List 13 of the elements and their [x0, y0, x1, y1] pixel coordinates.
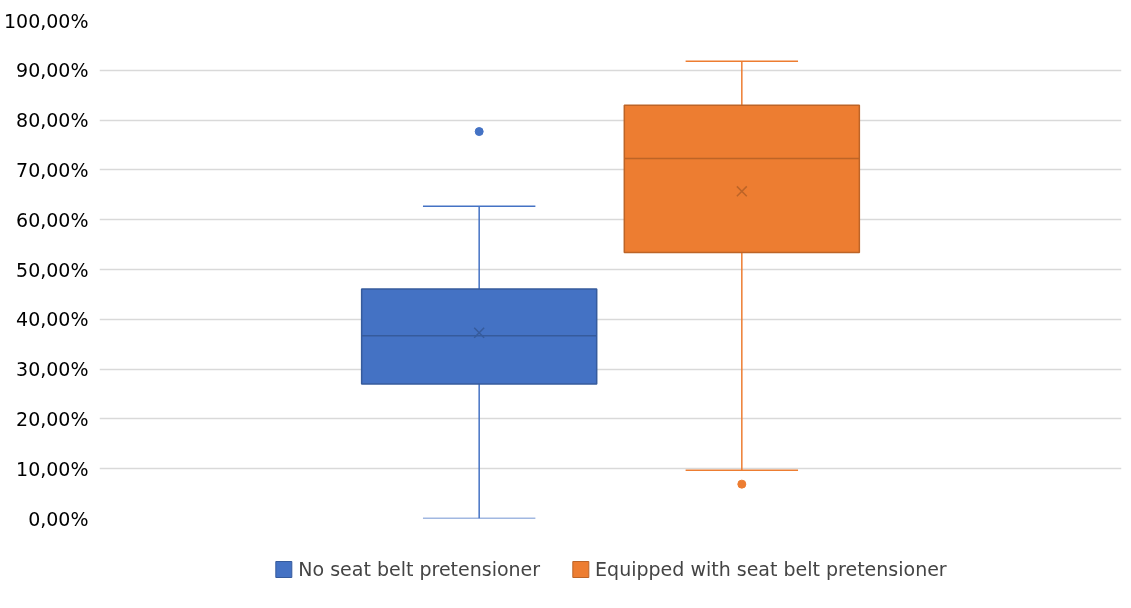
y-tick-label: 70,00%: [16, 158, 89, 181]
y-tick-label: 100,00%: [3, 9, 89, 32]
y-tick-label: 20,00%: [16, 407, 89, 430]
legend-label: No seat belt pretensioner: [298, 558, 541, 580]
y-tick-label: 30,00%: [16, 358, 89, 381]
legend-label: Equipped with seat belt pretensioner: [595, 558, 947, 580]
y-tick-label: 0,00%: [28, 507, 89, 530]
y-tick-label: 80,00%: [16, 109, 89, 132]
y-tick-label: 90,00%: [16, 59, 89, 82]
y-tick-label: 10,00%: [16, 457, 89, 480]
y-tick-label: 60,00%: [16, 208, 89, 231]
y-tick-label: 40,00%: [16, 308, 89, 331]
y-tick-label: 50,00%: [16, 258, 89, 281]
